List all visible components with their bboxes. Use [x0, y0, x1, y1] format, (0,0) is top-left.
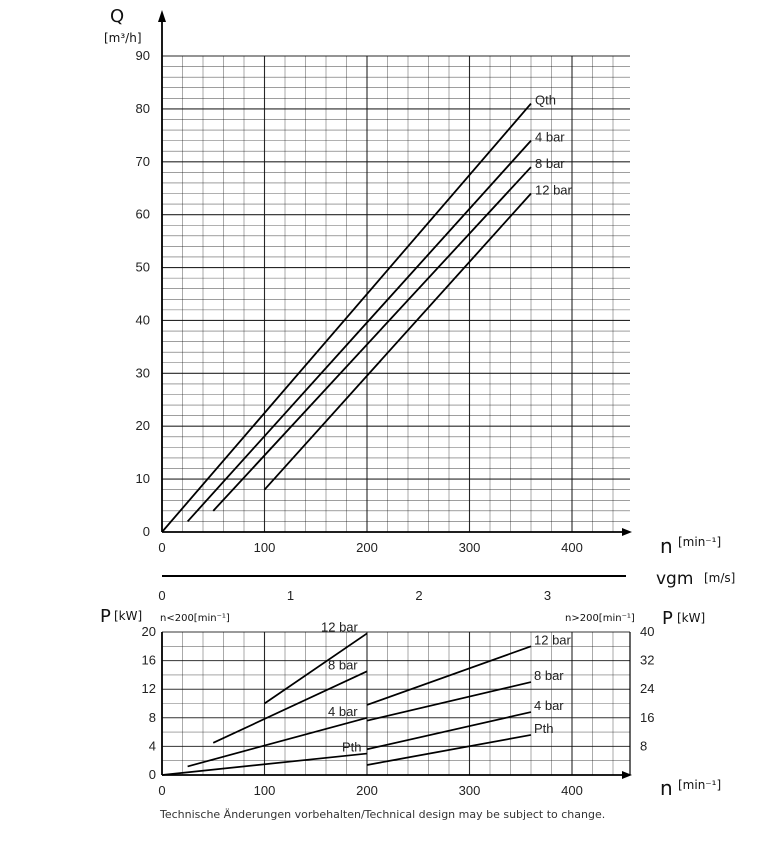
top-x-tick-label: 400 [561, 540, 583, 555]
bottom-left-axis-note: n<200[min⁻¹] [160, 613, 230, 624]
series-line [161, 103, 532, 533]
series-label: Pth [342, 740, 362, 755]
top-y-axis-arrow [158, 10, 166, 22]
series-label: 4 bar [534, 698, 564, 713]
bottom-x-tick-label: 200 [356, 783, 378, 798]
top-y-tick-label: 0 [143, 524, 150, 539]
series-label: 8 bar [535, 156, 565, 171]
top-y-tick-label: 50 [136, 260, 150, 275]
bottom-right-y-tick-label: 16 [640, 710, 654, 725]
velocity-label-symbol: vgm [656, 569, 693, 589]
bottom-x-tick-label: 0 [158, 783, 165, 798]
bottom-right-axis-note: n>200[min⁻¹] [565, 613, 635, 624]
top-y-tick-label: 60 [136, 207, 150, 222]
top-x-tick-label: 200 [356, 540, 378, 555]
bottom-right-y-tick-label: 40 [640, 624, 654, 639]
series-label: 12 bar [535, 183, 573, 198]
top-y-tick-label: 20 [136, 418, 150, 433]
bottom-x-tick-label: 100 [254, 783, 276, 798]
series-line [366, 681, 532, 722]
series-line [366, 711, 532, 751]
series-line [186, 140, 532, 523]
series-line [366, 645, 532, 706]
bottom-right-y-tick-label: 24 [640, 681, 654, 696]
top-ylabel-unit: [m³/h] [104, 31, 142, 45]
top-y-tick-label: 90 [136, 48, 150, 63]
bottom-xlabel-unit: [min⁻¹] [678, 778, 721, 792]
velocity-tick-label: 3 [544, 588, 551, 603]
top-x-axis-arrow [622, 528, 632, 536]
bottom-xlabel-symbol: n [660, 776, 673, 800]
top-xlabel-unit: [min⁻¹] [678, 535, 721, 549]
series-label: 4 bar [535, 130, 565, 145]
top-y-tick-label: 30 [136, 365, 150, 380]
series-line [264, 632, 368, 705]
series-line [212, 166, 532, 512]
top-x-tick-label: 100 [254, 540, 276, 555]
velocity-tick-label: 2 [415, 588, 422, 603]
velocity-scale: 0 1 2 3 [158, 575, 626, 603]
series-label: 8 bar [328, 657, 358, 672]
bottom-x-tick-label: 300 [459, 783, 481, 798]
bottom-left-y-tick-label: 4 [149, 738, 156, 753]
bottom-left-ylabel-symbol: P [100, 606, 111, 627]
series-label: 12 bar [321, 619, 359, 634]
top-y-tick-label: 10 [136, 471, 150, 486]
series-label: 4 bar [328, 704, 358, 719]
series-label: 12 bar [534, 632, 572, 647]
top-y-tick-label: 70 [136, 154, 150, 169]
top-y-tick-label: 80 [136, 101, 150, 116]
bottom-left-y-tick-label: 20 [142, 624, 156, 639]
velocity-label-unit: [m/s] [704, 571, 735, 585]
bottom-chart-series: 12 bar 8 bar 4 bar Pth 12 bar 8 bar 4 bar Pth [161, 619, 572, 776]
top-chart-axes: 0 10 20 30 40 50 60 70 80 90 0 100 200 300 400 [136, 10, 632, 555]
bottom-right-ylabel-symbol: P [662, 608, 673, 629]
bottom-right-ylabel-unit: [kW] [677, 611, 705, 625]
top-xlabel-symbol: n [660, 534, 673, 558]
bottom-left-y-tick-label: 8 [149, 710, 156, 725]
footer-note: Technische Änderungen vorbehalten/Techni… [159, 808, 605, 821]
top-chart-series: Qth 4 bar 8 bar 12 bar [161, 93, 573, 533]
top-chart-grid [161, 55, 630, 533]
series-line [263, 192, 532, 491]
series-line [161, 752, 368, 776]
top-y-tick-label: 40 [136, 312, 150, 327]
top-x-tick-label: 300 [459, 540, 481, 555]
bottom-x-tick-label: 400 [561, 783, 583, 798]
bottom-left-y-tick-label: 0 [149, 767, 156, 782]
series-label: Pth [534, 721, 554, 736]
top-ylabel-symbol: Q [110, 6, 124, 27]
series-line [212, 670, 368, 744]
bottom-x-axis-arrow [622, 771, 632, 779]
bottom-left-ylabel-unit: [kW] [114, 609, 142, 623]
velocity-tick-label: 0 [158, 588, 165, 603]
top-x-tick-label: 0 [158, 540, 165, 555]
bottom-right-y-tick-label: 32 [640, 653, 654, 668]
series-line [187, 716, 368, 768]
series-label: 8 bar [534, 668, 564, 683]
bottom-left-y-tick-label: 16 [142, 653, 156, 668]
bottom-right-y-tick-label: 8 [640, 738, 647, 753]
velocity-tick-label: 1 [287, 588, 294, 603]
bottom-left-y-tick-label: 12 [142, 681, 156, 696]
series-label: Qth [535, 93, 556, 108]
series-line [366, 734, 532, 766]
